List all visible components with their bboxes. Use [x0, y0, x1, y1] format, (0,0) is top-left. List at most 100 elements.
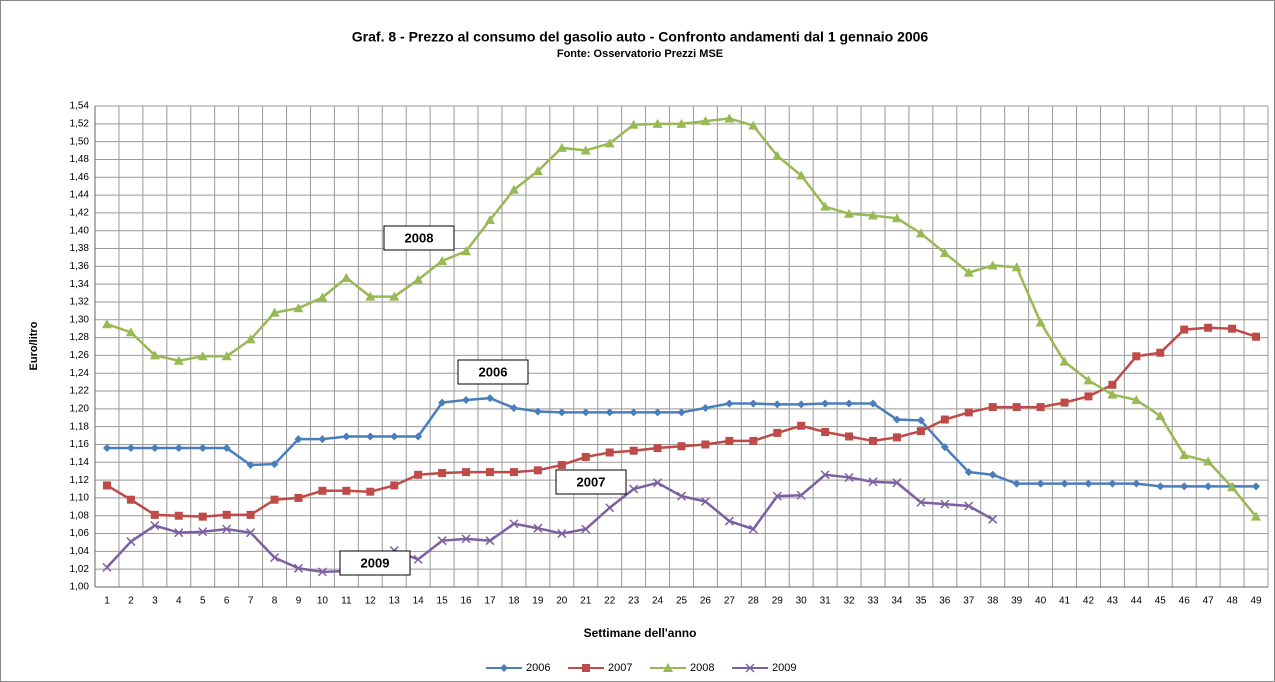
marker — [246, 510, 255, 519]
marker — [532, 166, 543, 176]
annotation-box — [339, 550, 411, 576]
annotation-box — [555, 469, 627, 495]
marker — [1011, 262, 1022, 272]
x-tick-label: 34 — [891, 596, 903, 607]
marker — [414, 432, 423, 441]
marker — [748, 524, 758, 534]
marker — [174, 444, 183, 453]
marker — [101, 319, 112, 329]
x-tick-label: 18 — [508, 596, 520, 607]
x-tick-label: 12 — [365, 596, 377, 607]
y-tick-label: 1,24 — [70, 368, 90, 379]
marker — [605, 448, 614, 457]
marker — [413, 554, 423, 564]
marker — [663, 663, 673, 672]
marker — [988, 514, 998, 524]
x-tick-label: 47 — [1203, 596, 1215, 607]
marker — [745, 663, 755, 673]
marker — [724, 113, 735, 123]
marker — [461, 534, 471, 544]
marker — [868, 477, 878, 487]
marker — [174, 511, 183, 520]
x-tick-label: 2 — [128, 596, 134, 607]
marker — [844, 472, 854, 482]
marker — [485, 468, 494, 477]
x-tick-label: 41 — [1059, 596, 1071, 607]
y-tick-label: 1,14 — [70, 457, 90, 468]
marker — [437, 536, 447, 546]
y-tick-label: 1,22 — [70, 386, 90, 397]
marker — [557, 408, 566, 417]
marker — [749, 399, 758, 408]
marker — [653, 444, 662, 453]
marker — [1012, 479, 1021, 488]
marker — [508, 184, 519, 194]
marker — [773, 400, 782, 409]
x-tick-label: 31 — [820, 596, 832, 607]
marker — [1204, 323, 1213, 332]
x-tick-label: 1 — [104, 596, 110, 607]
marker — [987, 260, 998, 270]
marker — [318, 435, 327, 444]
chart-subtitle: Fonte: Osservatorio Prezzi MSE — [557, 48, 723, 60]
marker — [1036, 479, 1045, 488]
marker — [509, 468, 518, 477]
marker — [1203, 456, 1214, 466]
marker — [1036, 403, 1045, 412]
marker — [342, 432, 351, 441]
marker — [629, 446, 638, 455]
x-tick-label: 30 — [796, 596, 808, 607]
marker — [892, 478, 902, 488]
marker — [677, 442, 686, 451]
marker — [988, 470, 997, 479]
annotation-box — [457, 359, 529, 385]
marker — [150, 444, 159, 453]
x-tick-label: 37 — [963, 596, 975, 607]
x-tick-label: 32 — [844, 596, 856, 607]
marker — [365, 291, 376, 301]
marker — [845, 432, 854, 441]
marker — [628, 119, 639, 129]
y-tick-label: 1,38 — [70, 243, 90, 254]
y-tick-label: 1,08 — [70, 510, 90, 521]
marker — [222, 510, 231, 519]
marker — [557, 460, 566, 469]
marker — [485, 536, 495, 546]
marker — [1060, 398, 1069, 407]
y-tick-label: 1,16 — [70, 439, 90, 450]
marker — [964, 408, 973, 417]
marker — [414, 470, 423, 479]
marker — [173, 355, 184, 365]
marker — [749, 436, 758, 445]
marker — [964, 501, 974, 511]
marker — [940, 443, 949, 452]
marker — [1035, 317, 1046, 327]
x-tick-label: 28 — [748, 596, 760, 607]
x-tick-label: 10 — [317, 596, 329, 607]
x-tick-label: 13 — [389, 596, 401, 607]
marker — [916, 416, 925, 425]
marker — [198, 444, 207, 453]
y-tick-label: 1,18 — [70, 421, 90, 432]
marker — [676, 491, 687, 501]
marker — [366, 487, 375, 496]
legend-label: 2007 — [608, 662, 632, 674]
marker — [198, 512, 207, 521]
marker — [677, 408, 686, 417]
marker — [126, 444, 135, 453]
x-tick-label: 27 — [724, 596, 736, 607]
marker — [869, 436, 878, 445]
marker — [796, 490, 806, 500]
marker — [174, 528, 184, 538]
marker — [1131, 394, 1142, 404]
marker — [844, 208, 855, 218]
marker — [294, 435, 303, 444]
marker — [366, 432, 375, 441]
x-tick-label: 49 — [1250, 596, 1262, 607]
y-tick-label: 1,00 — [70, 582, 90, 593]
marker — [629, 484, 639, 494]
marker — [222, 444, 231, 453]
marker — [892, 415, 901, 424]
marker — [462, 468, 471, 477]
